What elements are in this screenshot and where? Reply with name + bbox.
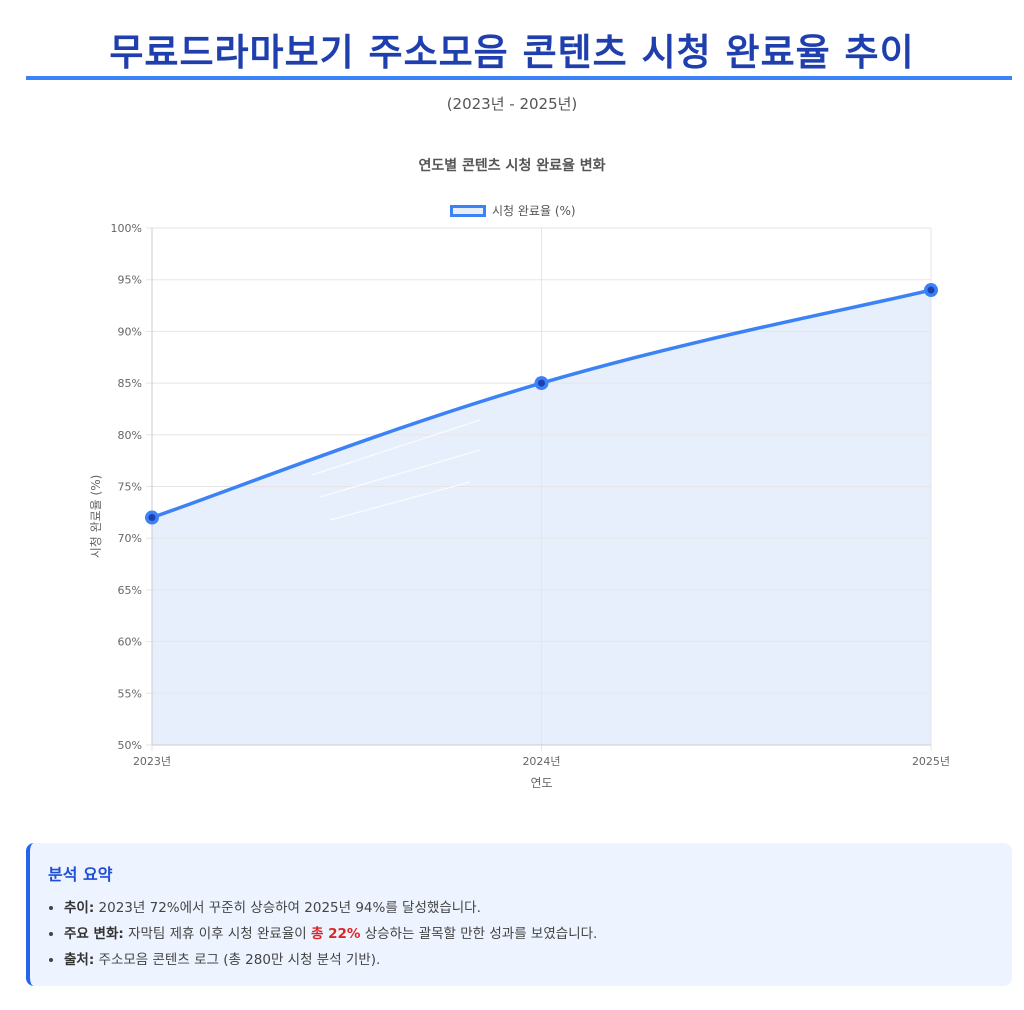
summary-item-label: 출처: [64, 952, 95, 968]
y-tick-label: 100% [111, 222, 142, 235]
summary-list: 추이: 2023년 72%에서 꾸준히 상승하여 2025년 94%를 달성했습… [30, 895, 597, 973]
chart-title: 연도별 콘텐츠 시청 완료율 변화 [418, 158, 606, 174]
page-title: 무료드라마보기 주소모음 콘텐츠 시청 완료율 추이 [109, 31, 915, 74]
summary-item-text: 2023년 72%에서 꾸준히 상승하여 2025년 94%를 달성했습니다. [94, 900, 481, 916]
summary-item-label: 추이: [64, 900, 95, 916]
summary-item-source: 출처: 주소모음 콘텐츠 로그 (총 280만 시청 분석 기반). [64, 947, 597, 973]
summary-item-text: 상승하는 괄목할 만한 성과를 보였습니다. [360, 926, 598, 942]
y-tick-label: 85% [118, 377, 142, 390]
y-tick-label: 55% [118, 687, 142, 700]
analysis-summary: 분석 요약 추이: 2023년 72%에서 꾸준히 상승하여 2025년 94%… [26, 843, 1012, 986]
y-tick-label: 90% [118, 325, 142, 338]
summary-highlight: 총 22% [311, 926, 361, 942]
chart-legend[interactable]: 시청 완료율 (%) [450, 202, 576, 219]
y-tick-label: 95% [118, 274, 142, 287]
page-subtitle: (2023년 - 2025년) [446, 95, 578, 113]
legend-label: 시청 완료율 (%) [492, 204, 576, 218]
summary-item-change: 주요 변화: 자막팀 제휴 이후 시청 완료율이 총 22% 상승하는 괄목할 … [64, 921, 597, 947]
y-tick-label: 80% [118, 429, 142, 442]
x-tick-label: 2025년 [912, 755, 950, 768]
streak [319, 449, 481, 498]
legend-swatch-icon [450, 204, 486, 217]
data-point-core [927, 286, 935, 294]
x-tick-label: 2024년 [522, 755, 560, 768]
y-tick-label: 75% [118, 481, 142, 494]
summary-item-text: 주소모음 콘텐츠 로그 (총 280만 시청 분석 기반). [94, 952, 381, 968]
streak [311, 419, 481, 476]
line-chart: 연도별 콘텐츠 시청 완료율 변화 시청 완료율 (%) 100% 95% 90% 8… [0, 140, 1024, 810]
streak [329, 481, 471, 521]
y-tick-label: 60% [118, 636, 142, 649]
data-point-core [538, 379, 545, 387]
summary-item-label: 주요 변화: [64, 926, 124, 942]
y-tick-label: 65% [118, 584, 142, 597]
y-axis-title: 시청 완료율 (%) [89, 475, 103, 559]
summary-item-text: 자막팀 제휴 이후 시청 완료율이 [123, 926, 311, 942]
x-tick-label: 2023년 [133, 755, 171, 768]
y-tick-label: 50% [118, 739, 142, 752]
summary-item-trend: 추이: 2023년 72%에서 꾸준히 상승하여 2025년 94%를 달성했습… [64, 895, 597, 921]
x-axis-title: 연도 [530, 776, 552, 790]
y-tick-label: 70% [118, 532, 142, 545]
data-point-core [148, 514, 156, 522]
chart-plot: 100% 95% 90% 85% 80% 75% 70% 65% 60% 55% 50% 2023년 2… [89, 222, 950, 790]
summary-title: 분석 요약 [48, 865, 113, 884]
title-divider [26, 76, 1012, 80]
